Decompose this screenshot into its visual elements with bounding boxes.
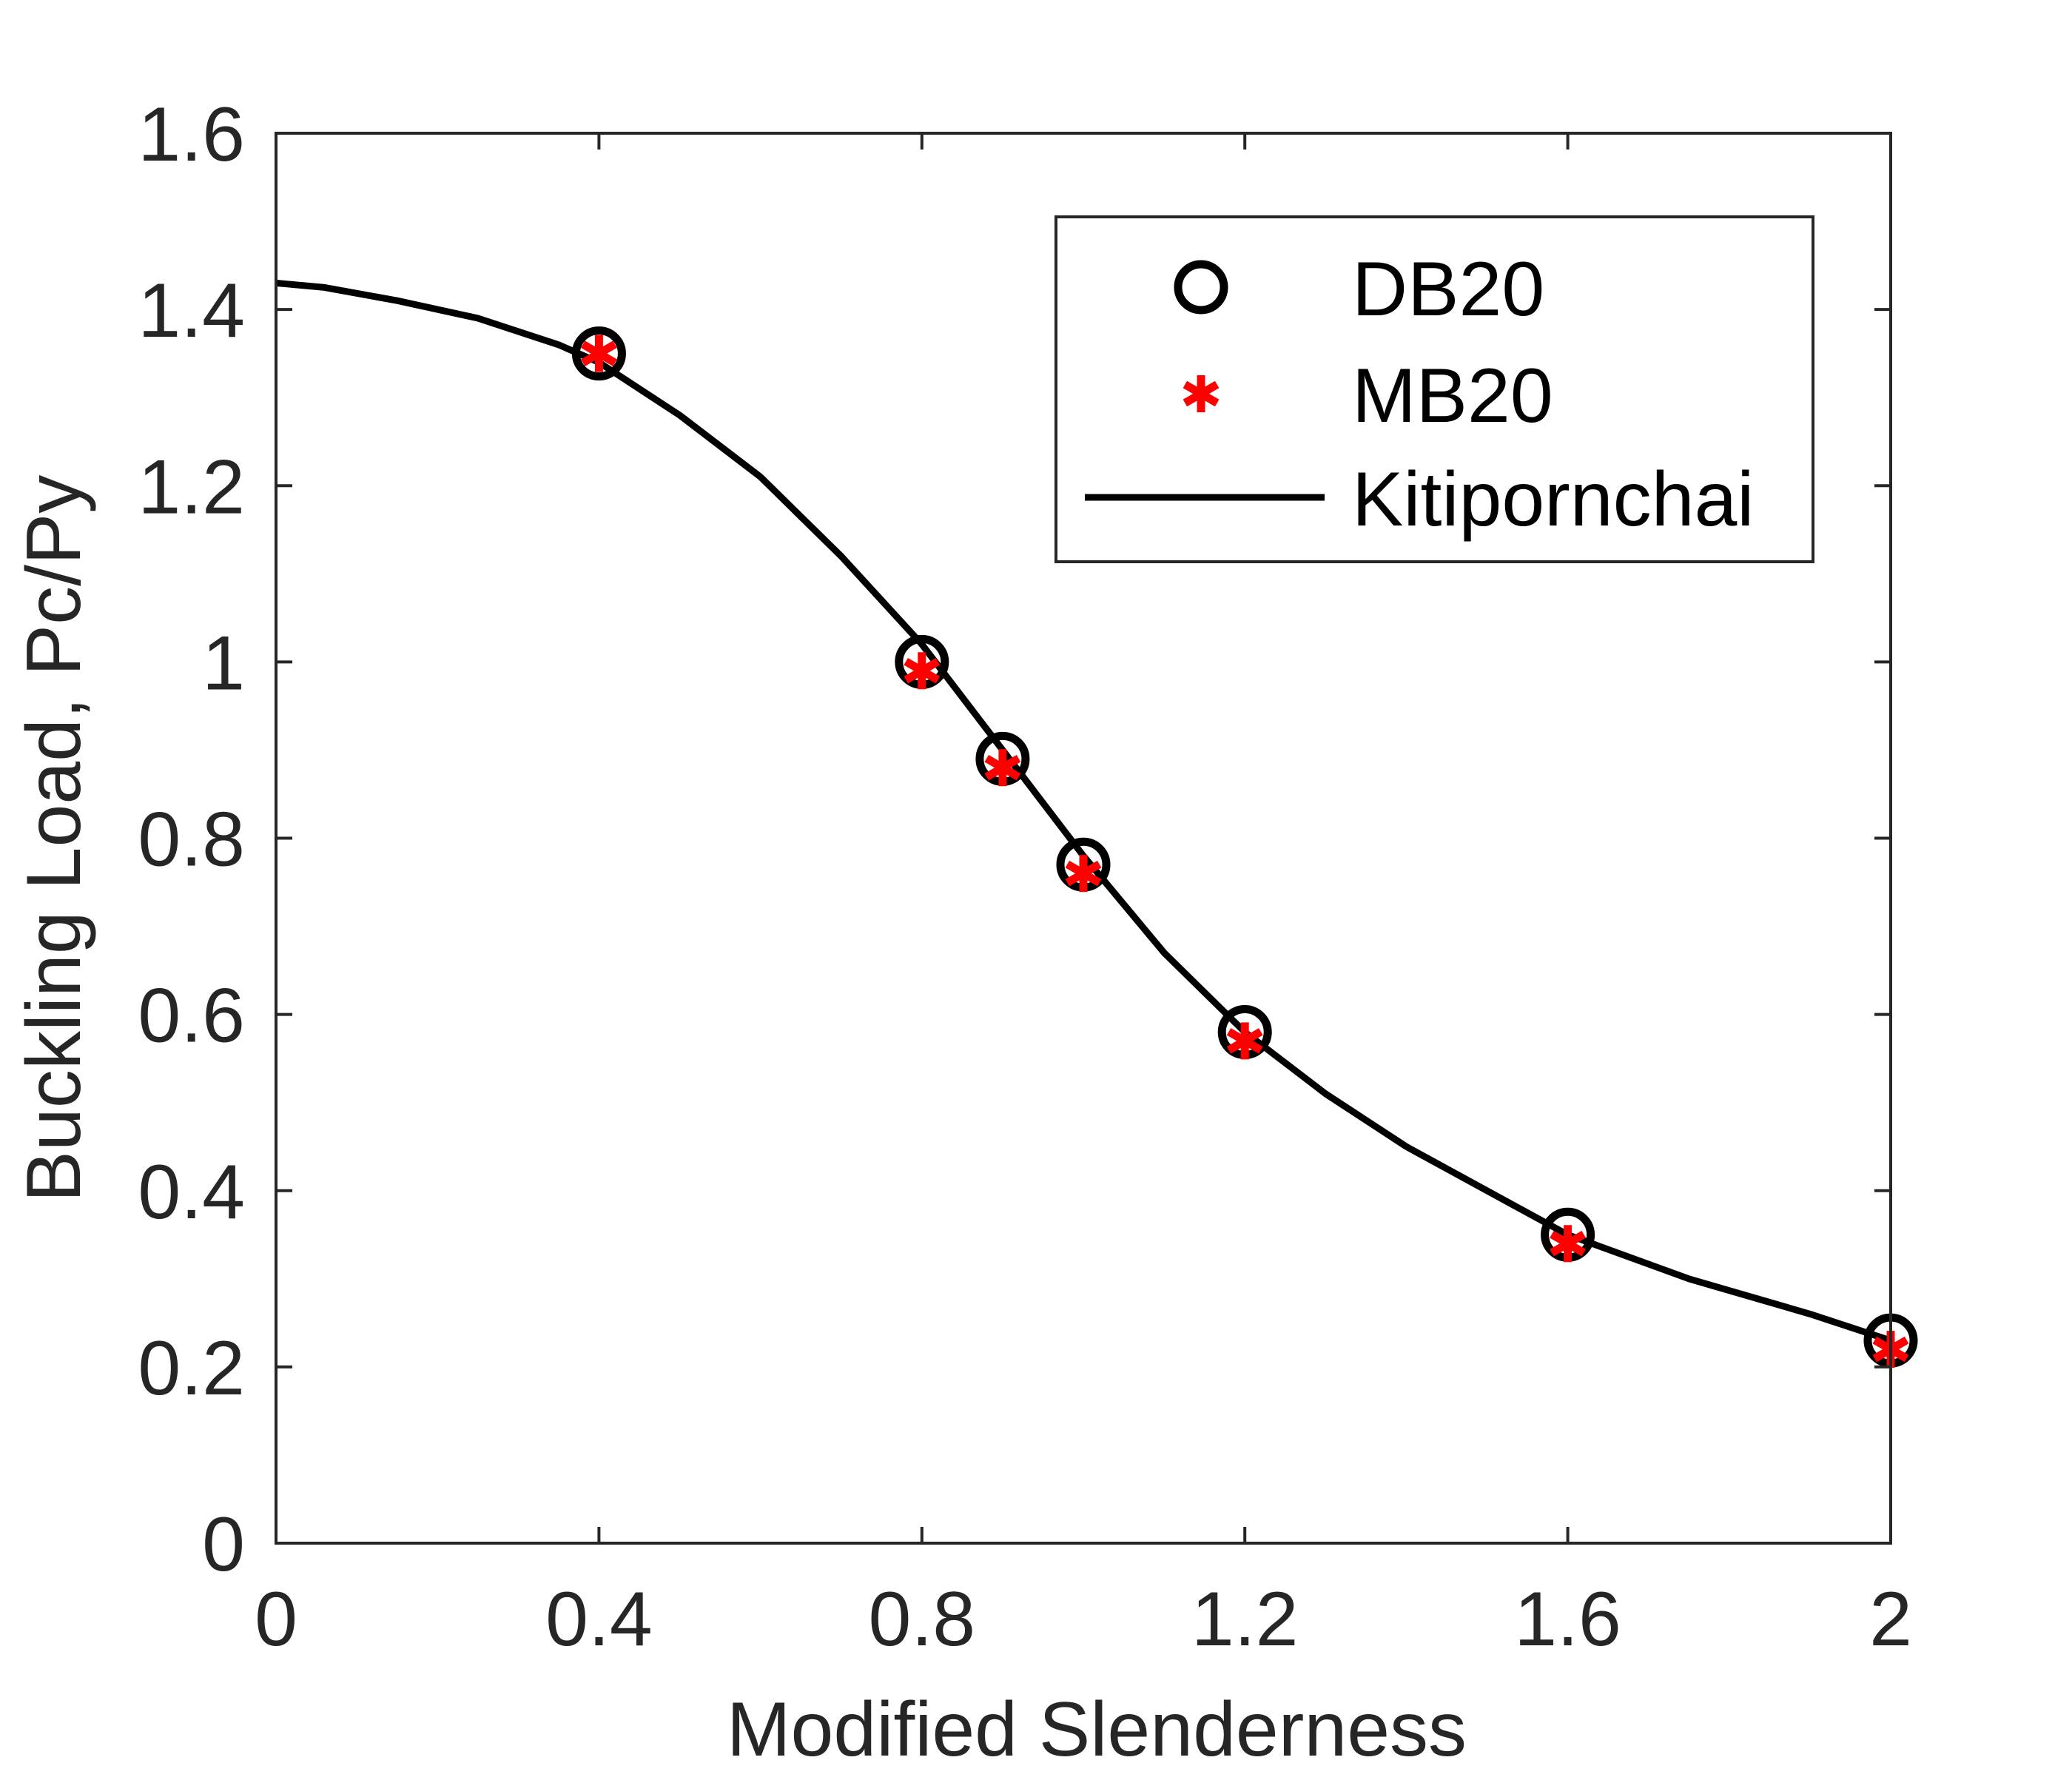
data-point-mb20 (1065, 855, 1102, 893)
axes: 0 0.4 0.8 1.2 1.6 2 0 0.2 0.4 0.6 0.8 1 1.2 1.4 1.6 (138, 92, 1912, 1662)
y-tick-label: 0.4 (138, 1149, 245, 1235)
y-tick-label: 1.4 (138, 268, 245, 354)
series-layer (275, 279, 1918, 1368)
y-axis-title: Buckling Load, Pc/Py (11, 475, 97, 1203)
y-tick-label: 0.2 (138, 1326, 245, 1411)
x-tick-label: 1.6 (1514, 1576, 1621, 1662)
x-tick-label: 0.4 (545, 1576, 653, 1662)
data-point-mb20 (1550, 1225, 1587, 1263)
data-point-mb20 (904, 652, 941, 690)
x-tick-label: 1.2 (1191, 1576, 1299, 1662)
data-point-mb20 (580, 335, 617, 372)
legend: DB20 MB20 Kitipornchai (1054, 215, 1814, 563)
legend-label: DB20 (1352, 246, 1544, 332)
legend-label: Kitipornchai (1352, 457, 1754, 543)
legend-symbol-db20 (1174, 260, 1228, 315)
y-tick-label: 0.8 (138, 797, 245, 883)
x-tick-label: 2 (1869, 1576, 1912, 1662)
data-point-mb20 (984, 749, 1021, 787)
x-tick-label: 0.8 (869, 1576, 976, 1662)
data-point-db20 (571, 326, 626, 381)
legend-label: MB20 (1352, 353, 1553, 439)
y-tick-label: 1 (202, 620, 245, 706)
y-tick-label: 1.6 (138, 92, 245, 178)
y-tick-label: 1.2 (138, 444, 245, 530)
legend-symbol-mb20 (1183, 375, 1220, 412)
y-tick-label: 0.6 (138, 973, 245, 1059)
x-axis-title: Modified Slenderness (727, 1687, 1467, 1773)
x-tick-label: 0 (255, 1576, 297, 1662)
data-point-mb20 (1226, 1022, 1263, 1060)
y-tick-label: 0 (202, 1502, 245, 1588)
